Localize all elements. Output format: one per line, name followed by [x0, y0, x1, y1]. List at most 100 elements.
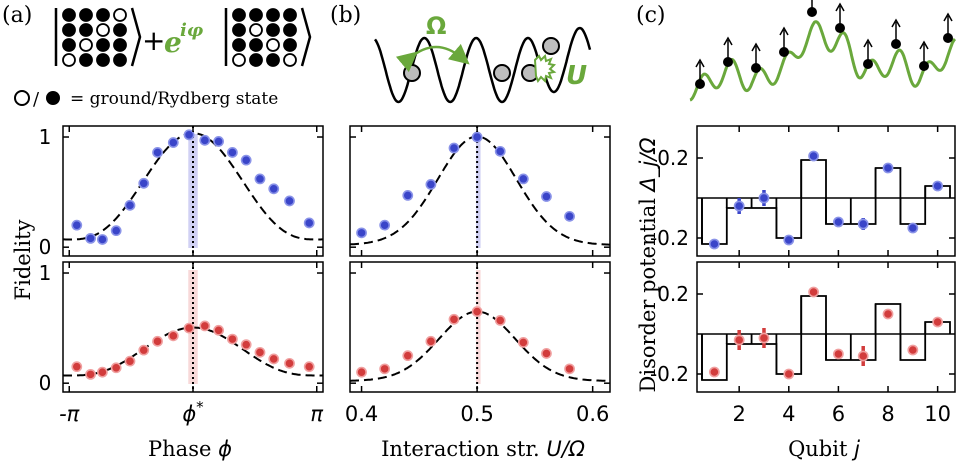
data-point [708, 366, 720, 378]
ket-site [283, 53, 297, 67]
spin-arrow-head [863, 38, 873, 48]
x-tick-label: 0.5 [460, 402, 493, 426]
ket-site [62, 38, 76, 52]
ket-site [249, 23, 263, 37]
interaction-burst-icon [533, 53, 557, 84]
x-tick-label: 2 [732, 402, 745, 426]
axis-title-text: Qubit [788, 437, 854, 461]
spin-arrow-head [943, 12, 953, 22]
spin-arrow-head [695, 58, 705, 68]
disorder-bars [701, 295, 951, 381]
data-point [471, 131, 483, 143]
ket-site [79, 53, 93, 67]
data-point [85, 368, 96, 380]
data-point [71, 219, 83, 231]
data-point [284, 357, 295, 369]
data-point [402, 190, 414, 201]
rydberg-atom [751, 63, 761, 73]
data-point [517, 173, 529, 185]
data-point [85, 232, 96, 244]
qubit-axis-label: Qubit j [788, 437, 860, 461]
legend-slash: / [33, 89, 40, 110]
legend-text: = ground/Rydberg state [70, 89, 278, 109]
data-point [857, 350, 869, 362]
data-point [96, 234, 108, 245]
rydberg-atom [695, 79, 705, 89]
spin-atom [723, 36, 733, 67]
axis-title-symbol: ϕ [218, 437, 232, 461]
axis-title-symbol: j [851, 437, 860, 461]
rydberg-atom [779, 47, 789, 57]
data-point [183, 322, 195, 334]
data-point [733, 334, 745, 346]
atom-4 [542, 37, 560, 55]
data-point [733, 200, 745, 212]
data-point [226, 333, 238, 345]
data-point [152, 147, 163, 158]
atom-2 [493, 64, 511, 82]
x-tick-label: π [310, 402, 323, 426]
data-point [708, 238, 720, 250]
data-point [758, 192, 770, 204]
panel-label-a: (a) [2, 3, 32, 28]
ket-site [249, 8, 263, 22]
ket-site [113, 23, 127, 37]
ket-site [283, 23, 297, 37]
axis-title-text: Disorder potential [636, 191, 660, 392]
data-point [379, 219, 391, 231]
plot-frame [696, 125, 956, 257]
plot-a-bottom: -π ϕ* π 0 1 [39, 261, 324, 426]
y-tick-label: 0.2 [657, 146, 689, 170]
ket-site [232, 38, 246, 52]
data-point [402, 350, 414, 362]
rydberg-atom [919, 61, 929, 71]
data-point [808, 150, 819, 162]
y-tick-label: 1 [39, 125, 52, 149]
spin-arrow-head [919, 40, 929, 50]
data-point [833, 216, 844, 228]
spin-atom [695, 58, 705, 89]
y-tick-label: 0.2 [657, 282, 689, 306]
spin-atom [919, 40, 929, 71]
atom-1 [403, 64, 421, 82]
disorder-axis-label: Disorder potential Δ_j/Ω [636, 138, 661, 393]
x-tick-label: 0.4 [345, 402, 378, 426]
data-point [425, 335, 437, 347]
data-point [152, 335, 163, 347]
data-point [783, 234, 795, 246]
ket-site [62, 8, 76, 22]
data-point [425, 178, 437, 190]
axis-title-text: Interaction str. [381, 437, 546, 461]
y-tick-label: -0.2 [650, 362, 689, 386]
data-point [124, 199, 136, 211]
y-tick-label: -0.2 [650, 226, 689, 250]
spin-atom [835, 2, 845, 33]
rydberg-atom [891, 39, 901, 49]
ket-site [232, 53, 246, 67]
ket-site [113, 53, 127, 67]
data-point [379, 363, 391, 375]
data-point [564, 210, 575, 222]
error-band [475, 134, 481, 248]
u-label: U [566, 61, 587, 91]
x-tick-label: 8 [881, 402, 894, 426]
ket-site [266, 23, 280, 37]
phase-factor-exponent: iφ [180, 20, 204, 41]
panel-label-c: (c) [636, 3, 666, 28]
data-point [541, 348, 552, 359]
data-point [213, 136, 225, 147]
ket-site [266, 53, 280, 67]
spin-arrow-head [723, 36, 733, 46]
ket-site [283, 8, 297, 22]
ket-site [283, 38, 297, 52]
omega-arrow [395, 43, 470, 73]
data-point [167, 330, 179, 342]
rydberg-atom [807, 7, 817, 17]
spin-arrow-head [751, 42, 761, 52]
rydberg-atom [723, 57, 733, 67]
plot-frame [349, 125, 611, 257]
data-point [110, 362, 122, 374]
data-point [96, 366, 108, 378]
x-tick-label: ϕ* [182, 398, 204, 426]
fit-curve [350, 310, 610, 382]
